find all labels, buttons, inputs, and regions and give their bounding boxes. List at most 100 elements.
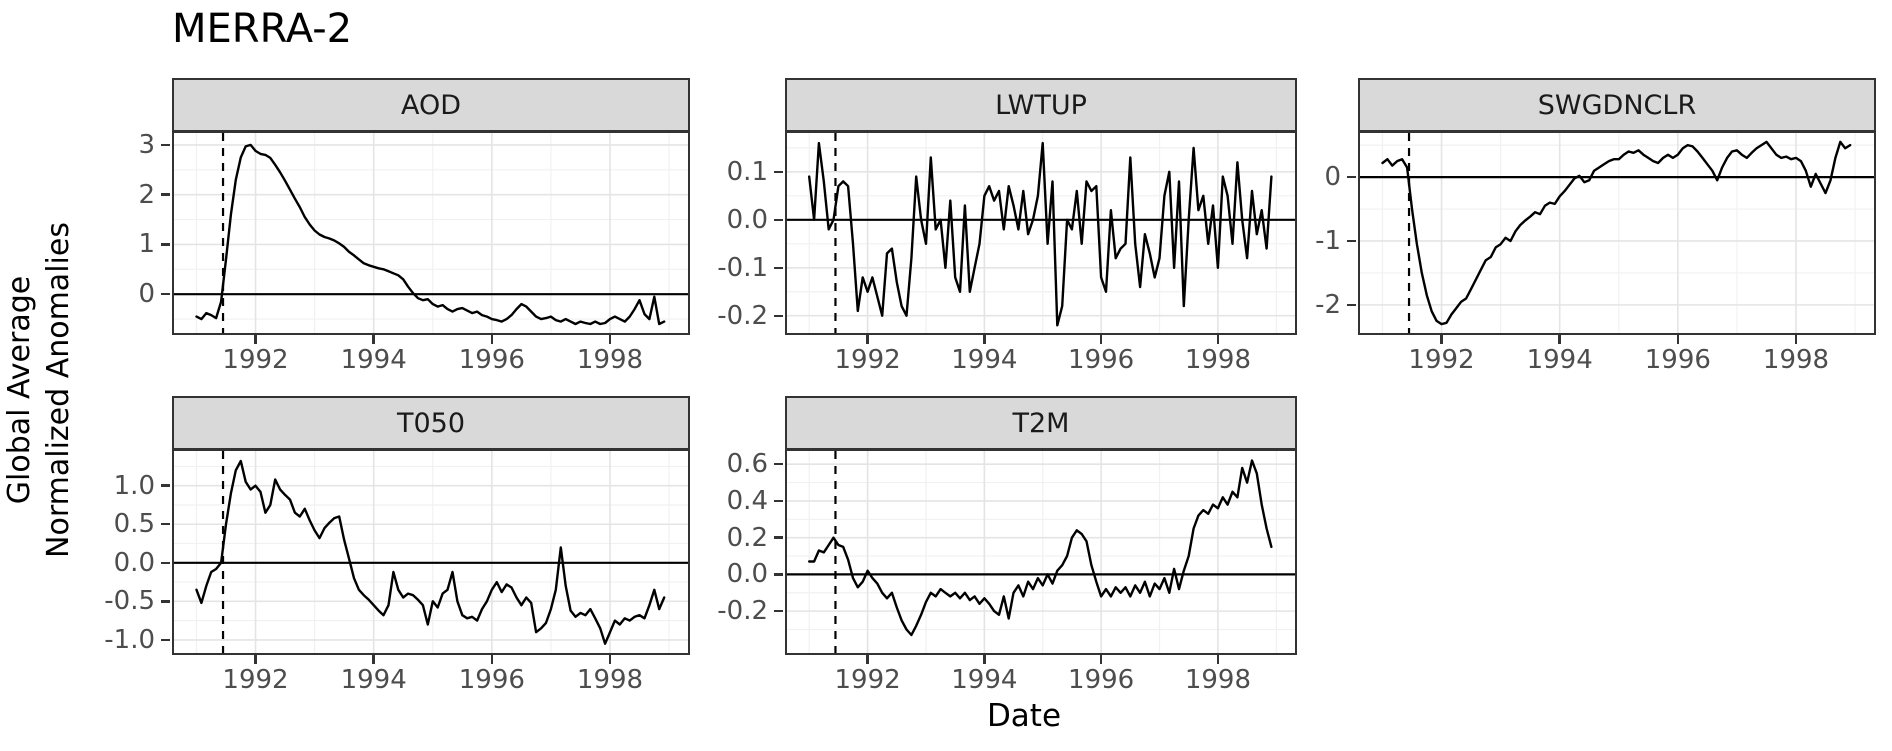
y-tick-mark (774, 499, 783, 503)
y-tick-mark (161, 638, 170, 642)
y-tick-mark (161, 561, 170, 564)
y-tick-label: 0.0 (726, 204, 768, 235)
x-tick-label: 1992 (1408, 345, 1475, 375)
x-tick-mark (608, 335, 612, 344)
y-tick-label: 0.2 (726, 522, 768, 553)
y-axis-title-line2: Normalized Anomalies (41, 222, 76, 558)
x-tick-label: 1998 (1184, 345, 1251, 375)
plot-area-t2m (787, 451, 1295, 653)
x-tick-mark (490, 655, 494, 664)
facet-strip-label: T2M (1012, 407, 1070, 439)
y-tick-label: 0 (138, 279, 155, 310)
y-tick-label: 1 (138, 229, 155, 260)
facet-strip-label: T050 (396, 407, 466, 439)
x-tick-label: 1992 (834, 345, 901, 375)
x-tick-mark (866, 335, 869, 344)
y-tick-mark (161, 484, 170, 487)
facet-strip-aod: AOD (172, 78, 690, 130)
facet-panel-swgdnclr: SWGDNCLR 0 -1 -2 1992 1994 1996 1998 (1315, 78, 1876, 375)
y-tick-label: 0.0 (113, 547, 155, 578)
y-tick-mark (774, 218, 783, 221)
plot-panel-t2m: 0.6 0.4 0.2 0.0 -0.2 1992 1994 1996 1998 (717, 448, 1297, 695)
y-tick-mark (774, 609, 783, 613)
x-tick-label: 1994 (340, 665, 407, 695)
x-tick-mark (983, 335, 986, 344)
y-tick-mark (774, 170, 783, 174)
x-tick-mark (1558, 335, 1561, 344)
facet-strip-lwtup: LWTUP (785, 78, 1297, 130)
x-tick-label: 1998 (576, 345, 644, 375)
x-tick-label: 1994 (1526, 345, 1593, 375)
x-tick-label: 1996 (458, 665, 525, 695)
y-tick-mark (1347, 303, 1356, 307)
x-tick-label: 1996 (1068, 345, 1135, 375)
x-tick-mark (490, 335, 494, 344)
facet-panel-aod: AOD 3 2 1 0 1992 1994 1996 1998 (138, 78, 690, 375)
y-tick-label: 1.0 (113, 470, 155, 501)
x-tick-mark (1794, 335, 1798, 344)
x-tick-label: 1998 (576, 665, 644, 695)
x-tick-mark (866, 655, 869, 664)
x-tick-label: 1992 (834, 665, 901, 695)
x-tick-mark (372, 655, 375, 664)
y-tick-label: -0.1 (717, 252, 768, 283)
y-tick-mark (774, 573, 783, 576)
facet-strip-t050: T050 (172, 396, 690, 448)
y-tick-label: 0.4 (726, 485, 768, 516)
y-tick-label: -0.2 (717, 596, 768, 627)
y-tick-label: -0.5 (104, 586, 155, 617)
facet-panel-t050: T050 1.0 0.5 0.0 -0.5 -1.0 1992 1994 1996 1998 (104, 396, 690, 695)
x-tick-label: 1992 (222, 345, 289, 375)
y-tick-mark (1347, 239, 1356, 243)
x-tick-mark (608, 655, 612, 664)
plot-panel-swgdnclr: 0 -1 -2 1992 1994 1996 1998 (1315, 130, 1876, 375)
facet-panel-t2m: T2M 0.6 0.4 0.2 0.0 -0.2 1992 1994 1996 1998 (717, 396, 1297, 695)
plot-panel-lwtup: 0.1 0.0 -0.1 -0.2 1992 1994 1996 1998 (717, 130, 1297, 375)
facet-strip-label: SWGDNCLR (1537, 89, 1697, 121)
y-tick-label: 3 (138, 129, 155, 160)
x-tick-label: 1996 (1068, 665, 1135, 695)
plot-panel-aod: 3 2 1 0 1992 1994 1996 1998 (138, 130, 690, 375)
x-tick-label: 1996 (458, 345, 525, 375)
y-tick-label: 0.5 (113, 509, 155, 540)
facet-panel-lwtup: LWTUP 0.1 0.0 -0.1 -0.2 1992 1994 1996 1998 (717, 78, 1297, 375)
x-tick-mark (254, 335, 257, 344)
y-tick-mark (161, 243, 170, 246)
y-tick-mark (161, 523, 170, 526)
y-tick-label: -1 (1315, 225, 1341, 256)
x-tick-mark (983, 655, 986, 664)
x-tick-label: 1994 (951, 665, 1018, 695)
x-tick-label: 1994 (340, 345, 407, 375)
x-tick-label: 1996 (1644, 345, 1711, 375)
facet-strip-t2m: T2M (785, 396, 1297, 448)
x-tick-mark (1099, 335, 1103, 344)
x-tick-mark (1216, 335, 1220, 344)
x-tick-mark (254, 655, 257, 664)
x-tick-mark (1216, 655, 1220, 664)
plot-area-t050 (174, 451, 688, 653)
x-tick-mark (1440, 335, 1443, 344)
plot-area-lwtup (787, 133, 1295, 333)
y-axis-title: Global Average Normalized Anomalies (0, 138, 80, 642)
x-axis-title: Date (986, 698, 1062, 734)
y-tick-label: 0 (1324, 162, 1341, 193)
y-tick-mark (774, 266, 783, 269)
x-tick-label: 1998 (1762, 345, 1830, 375)
y-axis-title-line1: Global Average (2, 275, 37, 505)
plot-area-swgdnclr (1360, 133, 1874, 333)
y-tick-label: -2 (1315, 289, 1341, 320)
y-tick-label: -1.0 (104, 624, 155, 655)
y-tick-mark (774, 463, 783, 466)
y-tick-label: 0.0 (726, 559, 768, 590)
y-tick-mark (774, 314, 783, 317)
facet-strip-swgdnclr: SWGDNCLR (1358, 78, 1876, 130)
x-tick-label: 1998 (1184, 665, 1251, 695)
x-tick-mark (1099, 655, 1103, 664)
y-tick-mark (161, 600, 170, 603)
y-tick-mark (161, 292, 170, 296)
plot-panel-t050: 1.0 0.5 0.0 -0.5 -1.0 1992 1994 1996 1998 (104, 448, 690, 695)
facet-strip-label: AOD (400, 89, 462, 121)
y-tick-mark (1347, 175, 1356, 179)
x-tick-label: 1994 (951, 345, 1018, 375)
figure-title: MERRA-2 (172, 6, 353, 52)
